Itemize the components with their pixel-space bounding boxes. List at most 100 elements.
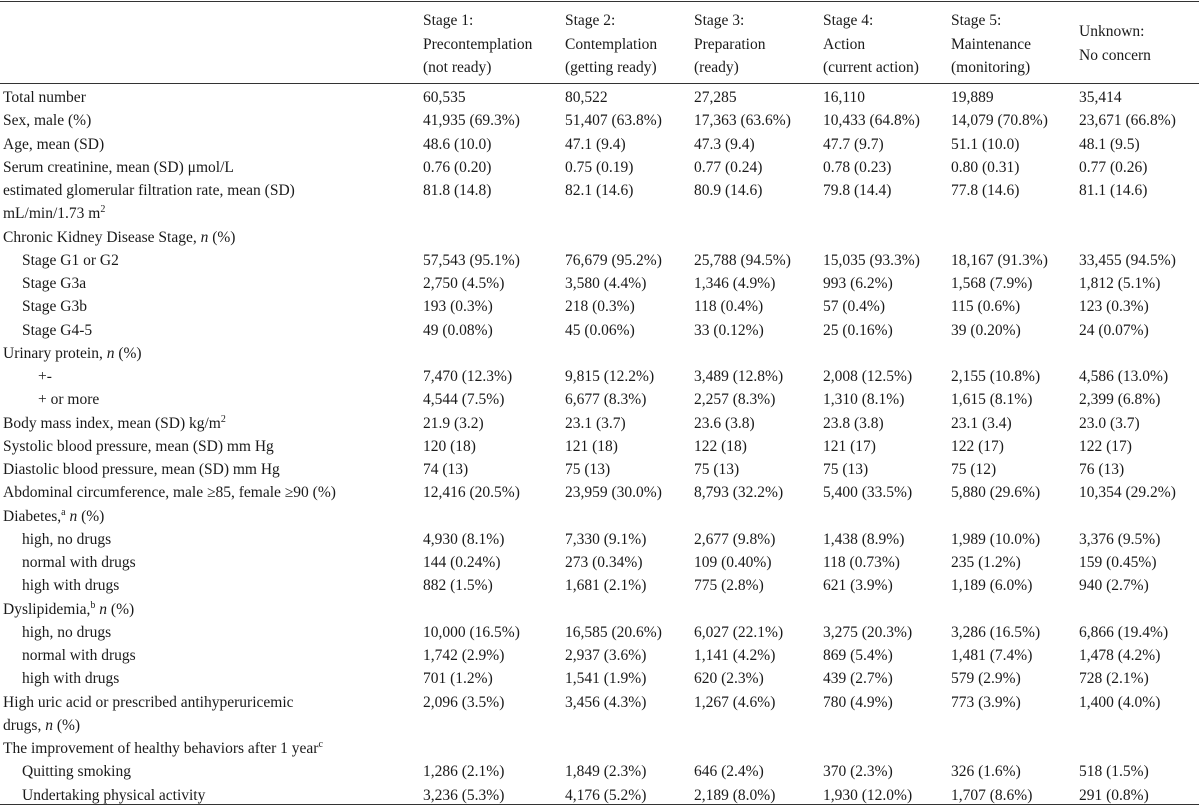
table-cell: 10,354 (29.2%): [1079, 484, 1176, 502]
table-cell: 23.6 (3.8): [694, 414, 755, 432]
table-cell: 646 (2.4%): [694, 763, 764, 781]
table-cell: 9,815 (12.2%): [565, 368, 655, 385]
column-header-unknown: Unknown: No concern: [1079, 23, 1151, 64]
row-label: + or more: [38, 391, 100, 409]
table-cell: 118 (0.4%): [694, 298, 764, 316]
table-cell: 80,522: [565, 89, 608, 106]
table-cell: 2,399 (6.8%): [1079, 391, 1161, 409]
table-cell: 370 (2.3%): [823, 763, 893, 781]
row-label: Abdominal circumference, male ≥85, femal…: [3, 484, 336, 502]
table-cell: 7,470 (12.3%): [423, 368, 513, 385]
table-cell: 122 (18): [694, 437, 747, 455]
table-cell: 2,257 (8.3%): [694, 391, 776, 409]
table-cell: 1,742 (2.9%): [423, 647, 505, 664]
table-cell: 1,989 (10.0%): [951, 530, 1041, 548]
table-cell: 1,849 (2.3%): [565, 763, 647, 781]
table-cell: 273 (0.34%): [565, 554, 643, 571]
table-cell: 121 (17): [823, 437, 876, 455]
row-label: Undertaking physical activity: [22, 786, 206, 804]
table-cell: 1,189 (6.0%): [951, 577, 1033, 595]
table-cell: 1,812 (5.1%): [1079, 275, 1161, 292]
table-cell: 123 (0.3%): [1079, 298, 1149, 316]
table-cell: 23,959 (30.0%): [565, 484, 662, 502]
table-cell: 144 (0.24%): [423, 554, 501, 571]
table-cell: 993 (6.2%): [823, 275, 893, 292]
row-label: normal with drugs: [22, 647, 136, 664]
table-cell: 23.1 (3.4): [951, 414, 1012, 432]
table-cell: 621 (3.9%): [823, 577, 893, 595]
row-label: high with drugs: [22, 577, 120, 595]
row-label: Quitting smoking: [22, 763, 131, 781]
row-label: High uric acid or prescribed antihyperur…: [3, 693, 294, 711]
table-cell: 235 (1.2%): [951, 554, 1021, 571]
column-header-stage-2: Stage 2: Contemplation (getting ready): [565, 12, 658, 76]
table-cell: 81.1 (14.6): [1079, 182, 1148, 199]
row-label: Stage G3b: [22, 298, 88, 316]
row-label: Diabetes,a n (%): [3, 506, 105, 525]
table-cell: 122 (17): [951, 437, 1004, 455]
column-header-stage-4: Stage 4: Action (current action): [823, 12, 919, 76]
table-cell: 2,008 (12.5%): [823, 368, 913, 385]
row-label: Total number: [3, 89, 86, 106]
table-cell: 1,930 (12.0%): [823, 786, 913, 804]
row-label: drugs, n (%): [3, 716, 81, 734]
table-cell: 60,535: [423, 89, 466, 106]
table-cell: 23.0 (3.7): [1079, 414, 1140, 432]
row-label: mL/min/1.73 m2: [3, 204, 106, 223]
table-cell: 3,236 (5.3%): [423, 786, 505, 804]
column-header-stage-5: Stage 5: Maintenance (monitoring): [951, 12, 1032, 76]
table-cell: 518 (1.5%): [1079, 763, 1149, 781]
table-cell: 57 (0.4%): [823, 298, 885, 316]
table-cell: 1,141 (4.2%): [694, 647, 776, 664]
table-cell: 2,189 (8.0%): [694, 786, 776, 804]
table-cell: 48.6 (10.0): [423, 135, 492, 153]
table-cell: 620 (2.3%): [694, 670, 764, 688]
table-cell: 24 (0.07%): [1079, 321, 1149, 339]
table-cell: 3,286 (16.5%): [951, 623, 1041, 641]
top-rule: [0, 1, 1199, 2]
table-cell: 57,543 (95.1%): [423, 251, 520, 269]
table-cell: 120 (18): [423, 437, 476, 455]
row-label: Systolic blood pressure, mean (SD) mm Hg: [3, 437, 274, 455]
table-cell: 115 (0.6%): [951, 298, 1021, 316]
table-cell: 1,438 (8.9%): [823, 530, 905, 548]
row-label: Stage G4-5: [22, 321, 93, 339]
table-cell: 0.78 (0.23): [823, 158, 892, 176]
row-label: high, no drugs: [22, 623, 112, 641]
table-cell: 1,346 (4.9%): [694, 275, 776, 292]
table-cell: 35,414: [1079, 89, 1122, 106]
table-cell: 439 (2.7%): [823, 670, 893, 688]
row-label: The improvement of healthy behaviors aft…: [3, 739, 323, 758]
table-cell: 940 (2.7%): [1079, 577, 1149, 595]
table-cell: 773 (3.9%): [951, 693, 1021, 711]
table-cell: 47.1 (9.4): [565, 135, 626, 153]
table-cell: 1,310 (8.1%): [823, 391, 905, 409]
table-cell: 10,000 (16.5%): [423, 623, 520, 641]
table-cell: 882 (1.5%): [423, 577, 493, 595]
table-cell: 49 (0.08%): [423, 321, 493, 339]
table-cell: 6,027 (22.1%): [694, 623, 784, 641]
row-label: Chronic Kidney Disease Stage, n (%): [3, 228, 236, 246]
table-cell: 75 (13): [694, 461, 740, 478]
table-cell: 159 (0.45%): [1079, 554, 1157, 571]
table-cell: 27,285: [694, 89, 737, 106]
table-cell: 5,880 (29.6%): [951, 484, 1041, 502]
table-cell: 0.80 (0.31): [951, 158, 1020, 176]
table-cell: 218 (0.3%): [565, 298, 635, 316]
table-cell: 1,681 (2.1%): [565, 577, 647, 595]
table-cell: 14,079 (70.8%): [951, 112, 1048, 130]
table-cell: 47.7 (9.7): [823, 135, 884, 153]
table-cell: 18,167 (91.3%): [951, 251, 1048, 269]
table-cell: 1,541 (1.9%): [565, 670, 647, 688]
table-cell: 47.3 (9.4): [694, 135, 755, 153]
row-label: Body mass index, mean (SD) kg/m2: [3, 413, 226, 432]
table-cell: 3,275 (20.3%): [823, 623, 913, 641]
table-cell: 33 (0.12%): [694, 321, 764, 339]
table-cell: 109 (0.40%): [694, 554, 772, 571]
table-cell: 15,035 (93.3%): [823, 251, 920, 269]
table-cell: 23.1 (3.7): [565, 414, 626, 432]
table-cell: 5,400 (33.5%): [823, 484, 913, 502]
table-cell: 7,330 (9.1%): [565, 530, 647, 548]
row-label: estimated glomerular filtration rate, me…: [3, 182, 295, 199]
table-cell: 75 (13): [565, 461, 611, 478]
